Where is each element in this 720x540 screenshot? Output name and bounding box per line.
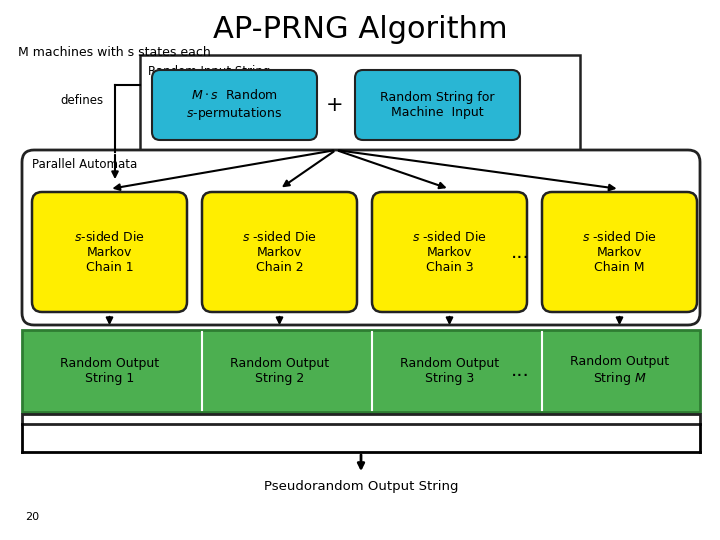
Text: M machines with s states each: M machines with s states each xyxy=(18,45,211,58)
Text: +: + xyxy=(326,95,344,115)
Text: Pseudorandom Output String: Pseudorandom Output String xyxy=(264,480,458,493)
FancyBboxPatch shape xyxy=(32,192,187,312)
Text: Random Output
String $M$: Random Output String $M$ xyxy=(570,355,669,387)
Text: $s$-sided Die
Markov
Chain 1: $s$-sided Die Markov Chain 1 xyxy=(74,230,145,274)
Text: $s$ -sided Die
Markov
Chain M: $s$ -sided Die Markov Chain M xyxy=(582,230,657,274)
Text: Random Output
String 2: Random Output String 2 xyxy=(230,357,329,385)
Text: 20: 20 xyxy=(25,512,39,522)
Text: Random Output
String 1: Random Output String 1 xyxy=(60,357,159,385)
Text: Random Input String: Random Input String xyxy=(148,65,271,78)
FancyBboxPatch shape xyxy=(372,192,527,312)
Text: Random Output
String 3: Random Output String 3 xyxy=(400,357,499,385)
Text: Random String for
Machine  Input: Random String for Machine Input xyxy=(380,91,495,119)
Text: $s$ -sided Die
Markov
Chain 3: $s$ -sided Die Markov Chain 3 xyxy=(412,230,487,274)
Text: $s$ -sided Die
Markov
Chain 2: $s$ -sided Die Markov Chain 2 xyxy=(242,230,317,274)
FancyBboxPatch shape xyxy=(542,192,697,312)
FancyBboxPatch shape xyxy=(152,70,317,140)
Text: Parallel Automata: Parallel Automata xyxy=(32,158,138,171)
Text: defines: defines xyxy=(60,93,104,106)
Text: ...: ... xyxy=(510,242,529,261)
Bar xyxy=(22,330,700,412)
Bar xyxy=(140,55,580,150)
Text: $M \cdot s$  Random
$s$-permutations: $M \cdot s$ Random $s$-permutations xyxy=(186,89,283,122)
Text: AP-PRNG Algorithm: AP-PRNG Algorithm xyxy=(212,16,508,44)
FancyBboxPatch shape xyxy=(202,192,357,312)
Text: ...: ... xyxy=(510,361,529,381)
FancyBboxPatch shape xyxy=(355,70,520,140)
FancyBboxPatch shape xyxy=(22,150,700,325)
Bar xyxy=(22,414,700,424)
